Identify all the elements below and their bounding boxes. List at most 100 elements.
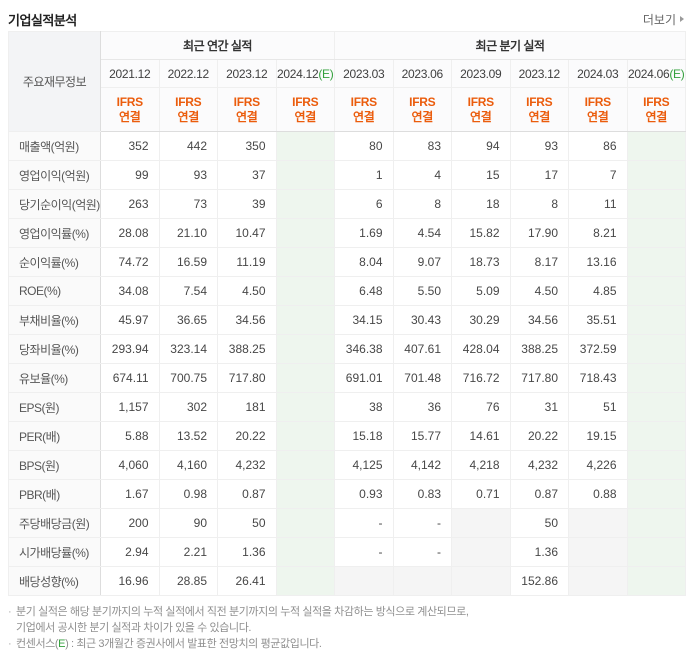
value-cell: 6.48	[334, 276, 394, 306]
value-cell: 30.43	[392, 305, 452, 335]
ifrs-line: 연결	[528, 109, 551, 124]
value-cell: 76	[451, 392, 511, 422]
table-row: 배당성향(%) 16.96 28.85 26.41 152.86	[8, 566, 686, 596]
value-cell: 181	[217, 392, 277, 422]
value-cell: 0.98	[158, 479, 218, 509]
ifrs-line: 연결	[294, 109, 317, 124]
value-cell: 442	[158, 131, 218, 161]
value-cell: 15.77	[392, 421, 452, 451]
value-cell	[275, 218, 335, 248]
footnote-text: 컨센서스(	[16, 638, 59, 650]
value-cell: 17.90	[509, 218, 569, 248]
table-row: 매출액(억원) 352 442 350 80 83 94 93 86	[8, 131, 686, 161]
value-cell: 45.97	[100, 305, 160, 335]
period-text: 2024.06	[628, 66, 670, 81]
table-row: 주당배당금(원) 200 90 50- -50	[8, 508, 686, 538]
more-link-label: 더보기	[642, 12, 676, 27]
value-cell: 83	[392, 131, 452, 161]
footnote-text: ) : 최근 3개월간 증권사에서 발표한 전망치의 평균값입니다.	[65, 638, 322, 650]
value-cell: 8	[392, 189, 452, 219]
value-cell	[275, 566, 335, 596]
estimate-suffix: (E)	[669, 66, 685, 81]
table-row: PBR(배) 1.67 0.98 0.87 0.93 0.83 0.71 0.87 0.88	[8, 479, 686, 509]
value-cell: 302	[158, 392, 218, 422]
panel-title: 기업실적분석	[8, 12, 77, 28]
value-cell: 2.94	[100, 537, 160, 567]
footnote-consensus: · 컨센서스(E) : 최근 3개월간 증권사에서 발표한 전망치의 평균값입니…	[8, 636, 686, 652]
ifrs-line: IFRS	[526, 94, 553, 109]
value-cell	[568, 508, 628, 538]
value-cell	[451, 508, 511, 538]
table-row: 시가배당률(%) 2.94 2.21 1.36- -1.36	[8, 537, 686, 567]
value-cell: 19.15	[568, 421, 628, 451]
row-label: ROE(%)	[8, 276, 101, 306]
row-label: 주당배당금(원)	[8, 508, 101, 538]
value-cell: 352	[100, 131, 160, 161]
ifrs-line: 연결	[236, 109, 258, 124]
period-text: 2023.03	[343, 66, 385, 81]
header-row-groups: 주요재무정보 최근 연간 실적 최근 분기 실적	[8, 31, 686, 132]
value-cell: 38	[334, 392, 394, 422]
ifrs-header: IFRS 연결	[509, 87, 569, 132]
value-cell	[626, 450, 686, 480]
value-cell	[626, 566, 686, 596]
value-cell	[626, 160, 686, 190]
value-cell: 0.71	[451, 479, 511, 509]
value-cell	[626, 479, 686, 509]
row-label: BPS(원)	[8, 450, 101, 480]
value-cell: 31	[509, 392, 569, 422]
value-cell: 428.04	[451, 334, 511, 364]
value-cell: 50	[509, 508, 569, 538]
ifrs-line: 연결	[645, 109, 668, 124]
value-cell: 99	[100, 160, 160, 190]
value-cell	[626, 218, 686, 248]
table-row: 영업이익(억원) 99 93 37 1 4 15 17 7	[8, 160, 686, 190]
value-cell: 11.19	[217, 247, 277, 277]
corner-label: 주요재무정보	[8, 31, 101, 132]
value-cell	[275, 421, 335, 451]
value-cell: 8	[509, 189, 569, 219]
more-link[interactable]: 더보기	[643, 11, 686, 28]
value-cell	[451, 537, 511, 567]
value-cell: 350	[217, 131, 277, 161]
row-label: 시가배당률(%)	[8, 537, 101, 567]
row-label: PER(배)	[8, 421, 101, 451]
ifrs-header: IFRS 연결	[334, 87, 394, 132]
value-cell: 93	[509, 131, 569, 161]
row-label: 영업이익률(%)	[8, 218, 101, 248]
value-cell: 1.36	[217, 537, 277, 567]
period-header: 2024.03	[568, 59, 628, 88]
ifrs-line: IFRS	[292, 94, 319, 109]
value-cell: 1.36	[509, 537, 569, 567]
estimate-letter: E	[58, 638, 66, 650]
period-header: 2023.12	[217, 59, 277, 88]
table-row: 영업이익률(%) 28.08 21.10 10.47 1.69 4.54 15.82 17.9…	[8, 218, 686, 248]
value-cell: 5.88	[100, 421, 160, 451]
ifrs-header: IFRS 연결	[568, 87, 628, 132]
value-cell: 14.61	[451, 421, 511, 451]
value-cell: 5.50	[392, 276, 452, 306]
table-row: 당기순이익(억원) 263 73 39 6 8 18 8 11	[8, 189, 686, 219]
value-cell: 36.65	[158, 305, 218, 335]
value-cell: 293.94	[100, 334, 160, 364]
value-cell: 18.73	[451, 247, 511, 277]
value-cell: 4,232	[509, 450, 569, 480]
ifrs-line: IFRS	[175, 94, 202, 109]
ifrs-header: IFRS 연결	[217, 87, 277, 132]
value-cell: 13.16	[568, 247, 628, 277]
value-cell: 2.21	[158, 537, 218, 567]
ifrs-line: IFRS	[584, 94, 611, 109]
value-cell: 26.41	[217, 566, 277, 596]
value-cell: 716.72	[451, 363, 511, 393]
value-cell: 7.54	[158, 276, 218, 306]
period-text: 2023.12	[226, 66, 268, 81]
estimate-suffix: (E)	[318, 66, 334, 81]
footnote-line: 기업에서 공시한 분기 실적과 차이가 있을 수 있습니다.	[16, 622, 252, 634]
value-cell: 51	[568, 392, 628, 422]
value-cell: 20.22	[217, 421, 277, 451]
value-cell: 15.82	[451, 218, 511, 248]
value-cell: -	[392, 537, 452, 567]
period-text: 2022.12	[167, 66, 210, 81]
value-cell	[626, 508, 686, 538]
ifrs-header: IFRS 연결	[100, 87, 160, 132]
